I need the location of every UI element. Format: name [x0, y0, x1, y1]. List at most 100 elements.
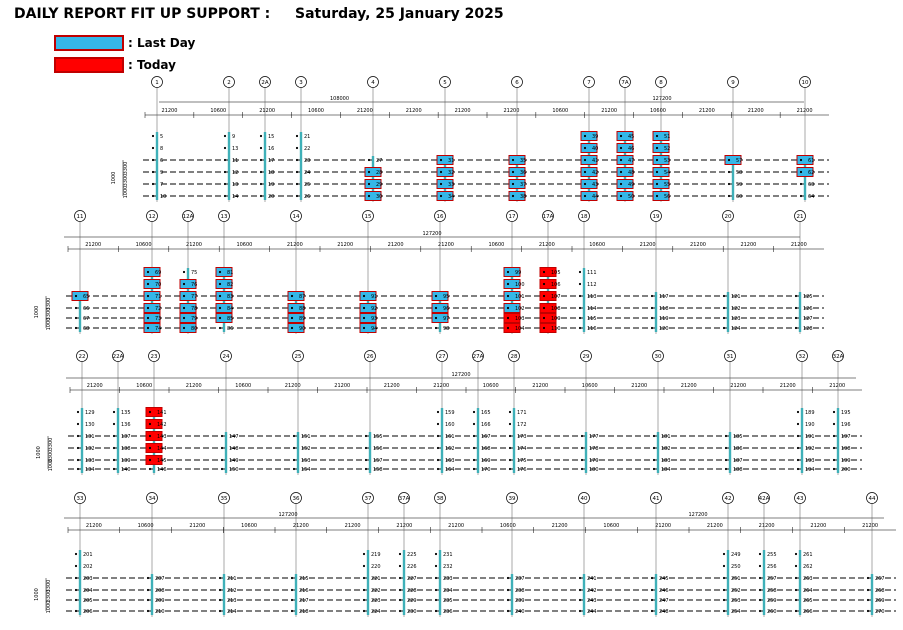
support-marker [179, 323, 197, 333]
grid-label: 7 [587, 80, 591, 86]
support-number: 64 [808, 194, 814, 200]
support-number: 162 [445, 446, 455, 452]
bay-dimension-label: 10600 [650, 108, 666, 114]
support-number: 87 [299, 294, 305, 300]
support-marker [287, 291, 305, 301]
grid-bubble [295, 76, 307, 88]
support-point [436, 434, 440, 438]
support-number: 39 [592, 134, 598, 140]
bay-dimension-label: 21200 [791, 242, 807, 248]
support-point [290, 609, 294, 613]
support-number: 194 [805, 467, 815, 473]
grid-label: 24 [223, 354, 230, 360]
bay-dimension-label: 21200 [748, 108, 764, 114]
support-marker [179, 291, 197, 301]
support-point [439, 182, 443, 186]
support-point [472, 410, 476, 414]
support-point [796, 410, 800, 414]
support-number: 83 [227, 294, 233, 300]
support-point [866, 609, 870, 613]
support-marker [436, 179, 454, 189]
grid-label: 36 [293, 496, 300, 502]
support-marker [580, 191, 598, 201]
support-number: 88 [299, 306, 305, 312]
support-point [112, 434, 116, 438]
support-point [794, 306, 798, 310]
support-number: 164 [445, 467, 455, 473]
support-number: 76 [191, 282, 197, 288]
support-point [583, 170, 587, 174]
support-number: 140 [121, 467, 131, 473]
grid-label: 34 [149, 496, 156, 502]
support-point [866, 598, 870, 602]
bay-dimension-label: 10600 [308, 108, 324, 114]
support-point [508, 434, 512, 438]
support-number: 138 [121, 446, 131, 452]
bay-dimension-label: 10600 [136, 242, 152, 248]
support-number: 243 [587, 598, 597, 604]
support-number: 153 [301, 458, 311, 464]
support-marker [503, 291, 521, 301]
support-number: 265 [803, 598, 813, 604]
bay-dimension-label: 21200 [438, 242, 454, 248]
support-number: 206 [83, 609, 93, 615]
support-number: 35 [520, 158, 526, 164]
support-marker [145, 443, 163, 453]
support-number: 53 [664, 158, 670, 164]
support-point [436, 467, 440, 471]
grid-label: 12A [183, 214, 194, 220]
grid-bubble [506, 210, 518, 222]
support-marker [724, 155, 742, 165]
support-point [146, 306, 150, 310]
bay-dimension-label: 21200 [601, 108, 617, 114]
support-number: 150 [229, 467, 239, 473]
support-point [182, 316, 186, 320]
bay-dimension-label: 10600 [241, 523, 257, 529]
legend-today-label: : Today [128, 58, 176, 72]
support-number: 180 [589, 467, 599, 473]
support-number: 8 [160, 146, 163, 152]
support-point [292, 467, 296, 471]
support-point [295, 182, 299, 186]
legend-today: : Today [54, 57, 254, 75]
support-number: 123 [731, 316, 741, 322]
grid-label: 29 [583, 354, 590, 360]
support-point [583, 182, 587, 186]
support-number: 84 [227, 306, 233, 312]
support-number: 168 [481, 446, 491, 452]
bay-dimension-label: 10600 [488, 242, 504, 248]
grid-label: 30 [655, 354, 662, 360]
support-point [292, 446, 296, 450]
support-point [758, 609, 762, 613]
grid-bubble [799, 76, 811, 88]
support-number: 19 [268, 182, 274, 188]
support-point [223, 170, 227, 174]
support-number: 211 [227, 576, 237, 582]
support-point [434, 316, 438, 320]
grid-bubble [650, 492, 662, 504]
support-point [364, 434, 368, 438]
support-point [619, 134, 623, 138]
bay-dimension-label: 21200 [631, 383, 647, 389]
support-number: 81 [227, 270, 233, 276]
legend-last-day: : Last Day [54, 35, 254, 53]
support-number: 263 [803, 576, 813, 582]
grid-bubble [794, 492, 806, 504]
support-number: 130 [85, 422, 95, 428]
support-number: 152 [301, 446, 311, 452]
support-point [290, 326, 294, 330]
support-point [866, 588, 870, 592]
grid-bubble [832, 350, 844, 362]
bay-dimension-label: 21200 [186, 242, 202, 248]
support-point [112, 446, 116, 450]
support-point [619, 194, 623, 198]
support-number: 67 [83, 316, 89, 322]
support-number: 94 [371, 326, 377, 332]
support-number: 60 [736, 194, 742, 200]
grid-bubble [398, 492, 410, 504]
bay-dimension-label: 21200 [780, 383, 796, 389]
support-number: 65 [83, 294, 89, 300]
support-point [652, 446, 656, 450]
support-number: 80 [191, 326, 197, 332]
support-marker [503, 313, 521, 323]
